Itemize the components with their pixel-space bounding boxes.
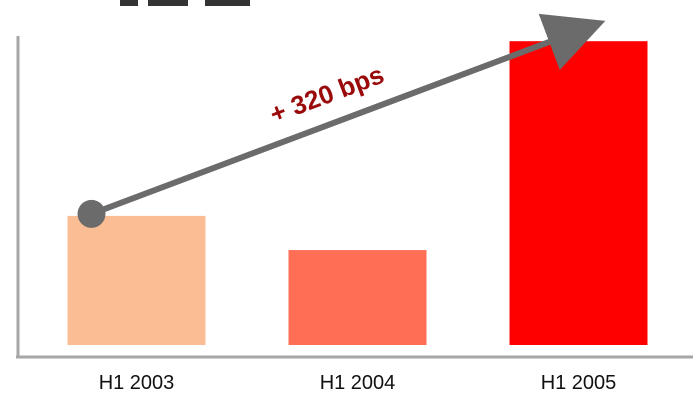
trend-arrow bbox=[90, 13, 606, 217]
trend-start-dot bbox=[77, 199, 106, 228]
bps-change-annotation: + 320 bps bbox=[266, 59, 388, 129]
x-tick-label: H1 2004 bbox=[320, 372, 396, 394]
x-tick-label: H1 2005 bbox=[541, 372, 617, 394]
title-fragment bbox=[120, 0, 250, 6]
bars-group bbox=[67, 41, 648, 345]
x-tick-labels: H1 2003 H1 2004 H1 2005 bbox=[99, 372, 617, 394]
bar-h1-2005 bbox=[509, 41, 648, 345]
bar-h1-2003 bbox=[67, 215, 206, 345]
bar-h1-2004 bbox=[288, 250, 427, 345]
x-tick-label: H1 2003 bbox=[99, 372, 175, 394]
